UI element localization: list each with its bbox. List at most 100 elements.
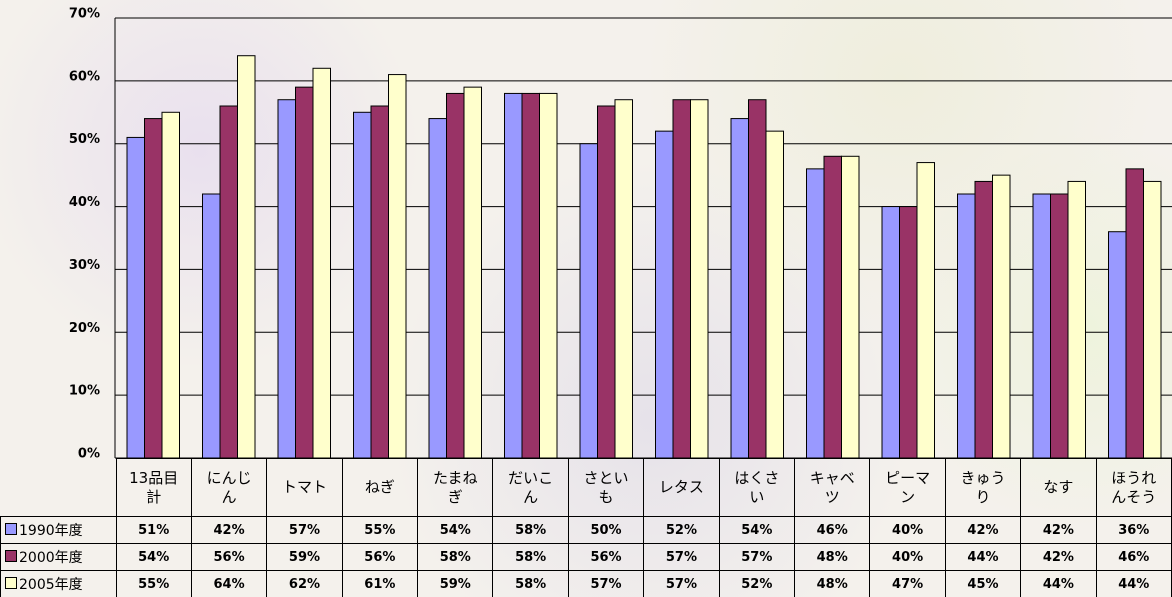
data-label: 57% xyxy=(644,544,719,571)
data-label: 54% xyxy=(116,544,191,571)
legend-label: 2005年度 xyxy=(19,577,83,593)
bar xyxy=(540,93,558,458)
y-tick-label: 40% xyxy=(69,195,100,210)
data-label: 51% xyxy=(116,517,191,544)
data-label: 64% xyxy=(191,571,266,597)
bar xyxy=(1109,232,1127,458)
bar xyxy=(900,207,918,458)
bar xyxy=(464,87,482,458)
bar xyxy=(429,119,447,458)
legend-label: 1990年度 xyxy=(19,523,83,539)
data-label: 50% xyxy=(568,517,643,544)
bar xyxy=(389,75,407,458)
category-label: 13品目計 xyxy=(116,459,191,517)
bar xyxy=(656,131,674,458)
bar xyxy=(1144,181,1162,458)
data-table: 13品目計にんじんトマトねぎたまねぎだいこんさといもレタスはくさいキャベツピーマ… xyxy=(0,458,1172,597)
y-tick-label: 70% xyxy=(69,7,100,22)
bar xyxy=(162,112,180,458)
data-label: 58% xyxy=(418,544,493,571)
bar xyxy=(354,112,372,458)
bar xyxy=(238,56,256,458)
data-label: 36% xyxy=(1096,517,1171,544)
bar xyxy=(824,156,842,458)
category-label: ねぎ xyxy=(342,459,417,517)
category-label: ほうれんそう xyxy=(1096,459,1171,517)
bar xyxy=(1068,181,1086,458)
data-label: 48% xyxy=(795,571,870,597)
bar xyxy=(505,93,523,458)
data-label: 56% xyxy=(568,544,643,571)
data-label: 57% xyxy=(267,517,342,544)
bar xyxy=(766,131,784,458)
legend-swatch xyxy=(5,550,17,562)
data-label: 59% xyxy=(267,544,342,571)
data-label: 57% xyxy=(719,544,794,571)
data-label: 46% xyxy=(1096,544,1171,571)
category-label: レタス xyxy=(644,459,719,517)
bar xyxy=(296,87,314,458)
data-label: 42% xyxy=(1021,544,1096,571)
category-label: ピーマン xyxy=(870,459,945,517)
data-label: 58% xyxy=(493,571,568,597)
bar xyxy=(958,194,976,458)
legend-entry: 2000年度 xyxy=(1,544,117,571)
bar xyxy=(975,181,993,458)
y-tick-label: 50% xyxy=(69,132,100,147)
data-label: 42% xyxy=(1021,517,1096,544)
bar xyxy=(842,156,860,458)
bar xyxy=(1051,194,1069,458)
bar xyxy=(749,100,767,458)
bar xyxy=(1033,194,1051,458)
data-label: 47% xyxy=(870,571,945,597)
data-label: 58% xyxy=(493,517,568,544)
bar xyxy=(882,207,900,458)
category-label: キャベツ xyxy=(795,459,870,517)
legend-swatch xyxy=(5,523,17,535)
bar xyxy=(203,194,221,458)
data-label: 58% xyxy=(493,544,568,571)
bar xyxy=(313,68,331,458)
data-label: 44% xyxy=(1096,571,1171,597)
bar xyxy=(522,93,540,458)
category-label: はくさい xyxy=(719,459,794,517)
bar xyxy=(807,169,825,458)
bar xyxy=(598,106,616,458)
bar xyxy=(615,100,633,458)
category-label: トマト xyxy=(267,459,342,517)
bar xyxy=(1126,169,1144,458)
data-label: 44% xyxy=(1021,571,1096,597)
data-label: 57% xyxy=(568,571,643,597)
category-label: だいこん xyxy=(493,459,568,517)
bar xyxy=(580,144,598,458)
data-label: 48% xyxy=(795,544,870,571)
data-label: 40% xyxy=(870,517,945,544)
data-label: 56% xyxy=(191,544,266,571)
data-label: 61% xyxy=(342,571,417,597)
data-label: 42% xyxy=(945,517,1020,544)
y-tick-label: 10% xyxy=(69,384,100,399)
data-label: 52% xyxy=(719,571,794,597)
category-label: さといも xyxy=(568,459,643,517)
bar xyxy=(278,100,296,458)
data-label: 57% xyxy=(644,571,719,597)
y-tick-label: 30% xyxy=(69,258,100,273)
category-label: にんじん xyxy=(191,459,266,517)
data-label: 62% xyxy=(267,571,342,597)
bar xyxy=(145,119,163,458)
bar xyxy=(917,163,935,458)
data-label: 59% xyxy=(418,571,493,597)
blank-cell xyxy=(1,459,117,517)
y-tick-label: 20% xyxy=(69,321,100,336)
legend-swatch xyxy=(5,577,17,589)
data-label: 46% xyxy=(795,517,870,544)
bar xyxy=(673,100,691,458)
y-tick-label: 60% xyxy=(69,69,100,84)
legend-entry: 2005年度 xyxy=(1,571,117,597)
legend-label: 2000年度 xyxy=(19,550,83,566)
bar xyxy=(220,106,238,458)
data-label: 44% xyxy=(945,544,1020,571)
bar xyxy=(127,137,145,458)
